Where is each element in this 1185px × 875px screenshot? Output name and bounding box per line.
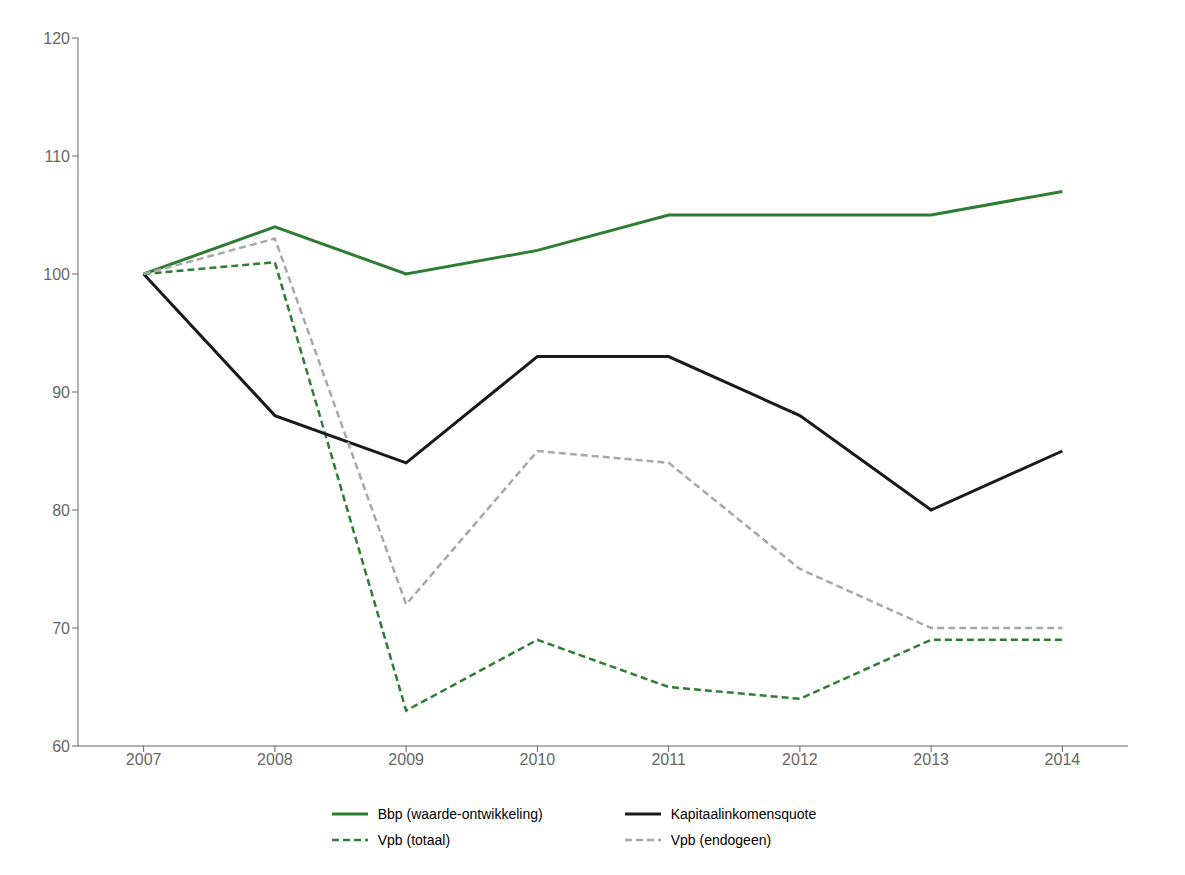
svg-text:2010: 2010 [520, 751, 556, 768]
html-text:Vpb (endogeen): Vpb (endogeen) [670, 832, 772, 848]
html-text:Vpb (totaal): Vpb (totaal) [377, 832, 451, 848]
svg-text:2009: 2009 [388, 751, 424, 768]
svg-text:110: 110 [44, 148, 70, 165]
svg-text:100: 100 [43, 266, 70, 283]
html-text:Kapitaalinkomensquote: Kapitaalinkomensquote [670, 806, 817, 822]
svg-text:2007: 2007 [126, 751, 162, 768]
svg-text:2014: 2014 [1045, 751, 1081, 768]
svg-text:80: 80 [52, 502, 70, 519]
svg-text:2008: 2008 [257, 751, 293, 768]
svg-text:120: 120 [43, 30, 70, 47]
html-text:Bbp (waarde-ontwikkeling): Bbp (waarde-ontwikkeling) [377, 806, 543, 822]
svg-text:2012: 2012 [782, 751, 818, 768]
svg-text:70: 70 [52, 620, 70, 637]
svg-text:2011: 2011 [651, 751, 686, 768]
svg-text:60: 60 [52, 738, 70, 755]
svg-text:90: 90 [52, 384, 70, 401]
svg-text:2013: 2013 [913, 751, 949, 768]
